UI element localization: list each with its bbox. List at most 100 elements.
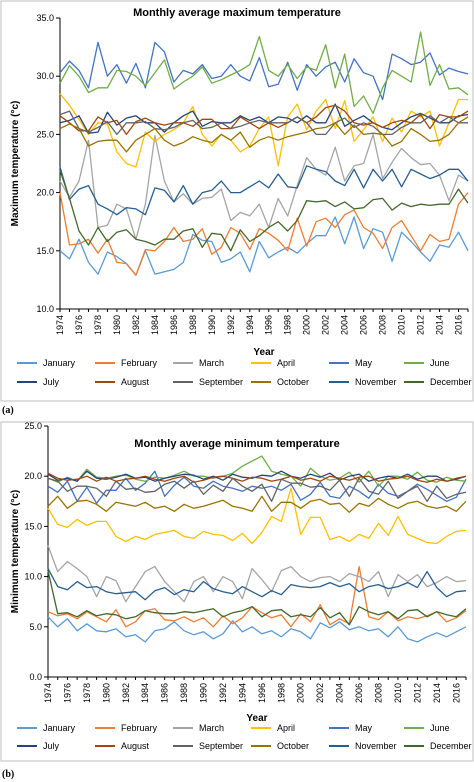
x-tick-label: 1990 — [207, 315, 217, 335]
legend-label-february: February — [121, 723, 158, 733]
chart-title: Monthly average maximum temperature — [133, 7, 341, 19]
x-tick-label: 1982 — [121, 683, 131, 703]
series-line-september — [47, 477, 467, 502]
chart-panel-1: Monthly average maximum temperature10.01… — [0, 0, 474, 416]
series-line-january — [47, 616, 467, 643]
series-line-april — [47, 487, 467, 545]
legend-label-august: August — [121, 377, 150, 387]
series-line-january — [59, 216, 469, 276]
x-tick-label: 1996 — [264, 315, 274, 335]
x-tick-label: 1990 — [199, 683, 209, 703]
x-tick-label: 2014 — [432, 683, 442, 703]
x-tick-label: 1974 — [43, 683, 53, 703]
y-axis-label: Maximum temperature (°c) — [10, 101, 21, 227]
y-tick-label: 30.0 — [36, 71, 54, 81]
x-tick-label: 2000 — [302, 315, 312, 335]
legend-label-january: January — [43, 723, 76, 733]
x-tick-label: 2016 — [451, 683, 461, 703]
x-tick-label: 1974 — [55, 315, 65, 335]
y-tick-label: 0.0 — [29, 672, 42, 682]
legend-label-november: November — [355, 741, 397, 751]
x-tick-label: 2014 — [435, 315, 445, 335]
x-tick-label: 2010 — [393, 683, 403, 703]
x-tick-label: 2000 — [296, 683, 306, 703]
legend-label-december: December — [430, 377, 472, 387]
x-tick-label: 1996 — [257, 683, 267, 703]
legend-label-january: January — [43, 358, 76, 368]
x-tick-label: 1982 — [131, 315, 141, 335]
legend-label-july: July — [43, 377, 60, 387]
legend-label-november: November — [355, 377, 397, 387]
x-tick-label: 1994 — [245, 315, 255, 335]
x-tick-label: 1976 — [74, 315, 84, 335]
series-line-june — [47, 455, 467, 487]
x-tick-label: 2004 — [335, 683, 345, 703]
chart-panel-2: Monthly average minimum temperature 0.0 5.… — [0, 421, 474, 780]
y-tick-label: 15.0 — [24, 521, 42, 531]
x-tick-label: 1992 — [218, 683, 228, 703]
x-tick-label: 2012 — [416, 315, 426, 335]
x-tick-label: 1988 — [179, 683, 189, 703]
legend-label-october: October — [277, 377, 309, 387]
legend-label-february: February — [121, 358, 158, 368]
series-line-december — [47, 570, 467, 626]
x-axis-label: Year — [253, 347, 274, 358]
legend-label-december: December — [430, 741, 472, 751]
series-line-october — [59, 116, 469, 153]
x-tick-label: 1998 — [283, 315, 293, 335]
series-line-march — [59, 133, 469, 240]
x-tick-label: 1984 — [150, 315, 160, 335]
x-axis-label: Year — [246, 713, 267, 724]
x-tick-label: 1986 — [169, 315, 179, 335]
chart-frame — [0, 0, 474, 402]
x-tick-label: 2008 — [374, 683, 384, 703]
chart-title: Monthly average minimum temperature — [134, 438, 339, 450]
legend-label-october: October — [277, 741, 309, 751]
x-tick-label: 2008 — [378, 315, 388, 335]
y-tick-label: 20.0 — [36, 188, 54, 198]
series-line-december — [59, 170, 469, 252]
y-tick-label: 5.0 — [29, 622, 42, 632]
x-tick-label: 1978 — [82, 683, 92, 703]
x-tick-label: 1992 — [226, 315, 236, 335]
y-tick-label: 15.0 — [36, 246, 54, 256]
x-tick-label: 2016 — [454, 315, 464, 335]
y-tick-label: 25.0 — [36, 129, 54, 139]
legend-label-april: April — [277, 358, 295, 368]
series-line-june — [59, 31, 469, 115]
x-tick-label: 1980 — [101, 683, 111, 703]
y-tick-label: 25.0 — [24, 421, 42, 431]
series-line-august — [59, 104, 469, 136]
series-line-november — [47, 568, 467, 601]
x-tick-label: 2010 — [397, 315, 407, 335]
x-tick-label: 2002 — [321, 315, 331, 335]
panel-label: (b) — [2, 769, 14, 780]
x-tick-label: 1988 — [188, 315, 198, 335]
x-tick-label: 2002 — [315, 683, 325, 703]
legend-label-may: May — [355, 723, 373, 733]
series-line-july — [59, 103, 469, 134]
series-line-november — [59, 165, 469, 216]
x-tick-label: 2006 — [354, 683, 364, 703]
series-line-october — [47, 495, 467, 513]
legend-label-may: May — [355, 358, 373, 368]
series-line-august — [47, 472, 467, 483]
chart-frame — [0, 421, 474, 762]
x-tick-label: 1986 — [160, 683, 170, 703]
x-tick-label: 1980 — [112, 315, 122, 335]
y-axis-label: Minimum temperature (°c) — [10, 490, 21, 613]
x-tick-label: 2006 — [359, 315, 369, 335]
panel-label: (a) — [2, 405, 14, 416]
legend-label-april: April — [277, 723, 295, 733]
legend-label-september: September — [199, 741, 243, 751]
series-line-may — [59, 41, 469, 101]
series-line-april — [59, 93, 468, 168]
legend-label-march: March — [199, 358, 224, 368]
legend-label-september: September — [199, 377, 243, 387]
y-tick-label: 10.0 — [24, 572, 42, 582]
y-tick-label: 20.0 — [24, 471, 42, 481]
series-line-march — [47, 545, 467, 603]
x-tick-label: 1984 — [140, 683, 150, 703]
x-tick-label: 2004 — [340, 315, 350, 335]
legend-label-august: August — [121, 741, 150, 751]
